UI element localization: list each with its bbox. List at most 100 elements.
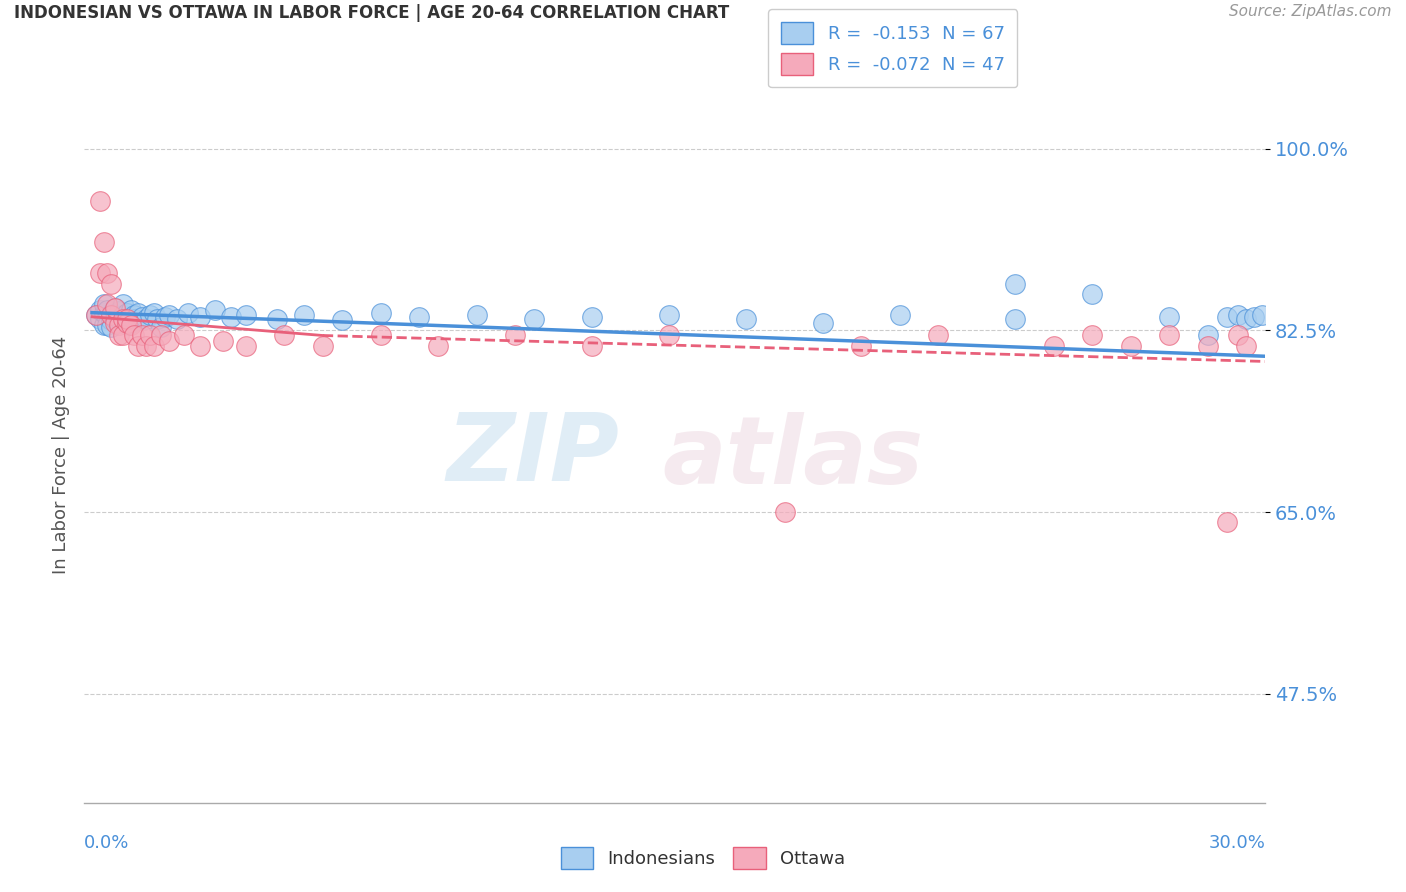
Point [127, 306, 149, 320]
Point [108, 303, 131, 318]
Point [104, 316, 127, 330]
Point [927, 328, 949, 343]
Point [1227, 308, 1250, 322]
Point [108, 311, 131, 326]
Point [89, 302, 111, 317]
Point [100, 308, 122, 322]
Point [188, 310, 211, 324]
Point [89, 311, 111, 326]
Point [735, 311, 758, 326]
Point [100, 307, 122, 321]
Point [1216, 310, 1239, 324]
Point [104, 301, 127, 316]
Point [212, 334, 235, 348]
Point [100, 320, 122, 334]
Point [889, 308, 911, 322]
Point [150, 328, 173, 343]
Point [115, 311, 138, 326]
Point [84, 308, 107, 322]
Point [146, 311, 169, 326]
Point [93, 297, 115, 311]
Point [658, 308, 681, 322]
Point [157, 334, 180, 348]
Point [773, 505, 796, 519]
Point [131, 310, 153, 324]
Point [108, 328, 131, 343]
Point [1159, 328, 1181, 343]
Point [120, 318, 142, 332]
Point [150, 320, 173, 334]
Point [131, 328, 153, 343]
Point [93, 306, 115, 320]
Point [142, 339, 165, 353]
Point [1159, 310, 1181, 324]
Point [1227, 328, 1250, 343]
Point [503, 328, 526, 343]
Point [135, 311, 157, 326]
Point [115, 311, 138, 326]
Point [96, 310, 118, 324]
Point [292, 308, 315, 322]
Point [89, 194, 111, 208]
Text: INDONESIAN VS OTTAWA IN LABOR FORCE | AGE 20-64 CORRELATION CHART: INDONESIAN VS OTTAWA IN LABOR FORCE | AG… [14, 4, 730, 22]
Point [166, 311, 188, 326]
Point [111, 313, 134, 327]
Point [408, 310, 430, 324]
Point [153, 310, 176, 324]
Point [465, 308, 488, 322]
Text: ZIP: ZIP [447, 409, 620, 501]
Point [115, 306, 138, 320]
Point [1197, 328, 1219, 343]
Point [124, 328, 146, 343]
Point [188, 339, 211, 353]
Point [96, 302, 118, 317]
Point [1081, 328, 1104, 343]
Point [1234, 311, 1257, 326]
Point [111, 328, 134, 343]
Point [581, 310, 603, 324]
Text: atlas: atlas [662, 412, 924, 504]
Text: 0.0%: 0.0% [84, 834, 129, 852]
Point [523, 311, 546, 326]
Point [96, 297, 118, 311]
Point [124, 311, 146, 326]
Point [100, 277, 122, 291]
Point [142, 306, 165, 320]
Point [127, 339, 149, 353]
Point [811, 316, 834, 330]
Point [100, 313, 122, 327]
Point [177, 306, 200, 320]
Point [273, 328, 295, 343]
Point [173, 328, 195, 343]
Point [108, 316, 131, 330]
Point [370, 306, 392, 320]
Point [127, 313, 149, 327]
Point [370, 328, 392, 343]
Point [139, 308, 162, 322]
Point [115, 318, 138, 332]
Point [312, 339, 335, 353]
Point [104, 311, 127, 326]
Point [658, 328, 681, 343]
Point [1004, 277, 1026, 291]
Point [1197, 339, 1219, 353]
Point [135, 339, 157, 353]
Point [93, 318, 115, 332]
Point [204, 302, 226, 317]
Point [1243, 310, 1265, 324]
Legend: Indonesians, Ottawa: Indonesians, Ottawa [551, 838, 855, 879]
Point [427, 339, 450, 353]
Point [1216, 516, 1239, 530]
Point [120, 310, 142, 324]
Point [111, 297, 134, 311]
Point [851, 339, 873, 353]
Point [111, 308, 134, 322]
Point [157, 308, 180, 322]
Text: Source: ZipAtlas.com: Source: ZipAtlas.com [1229, 4, 1392, 20]
Point [1234, 339, 1257, 353]
Point [235, 308, 257, 322]
Y-axis label: In Labor Force | Age 20-64: In Labor Force | Age 20-64 [52, 335, 70, 574]
Point [120, 316, 142, 330]
Point [581, 339, 603, 353]
Point [1081, 287, 1104, 301]
